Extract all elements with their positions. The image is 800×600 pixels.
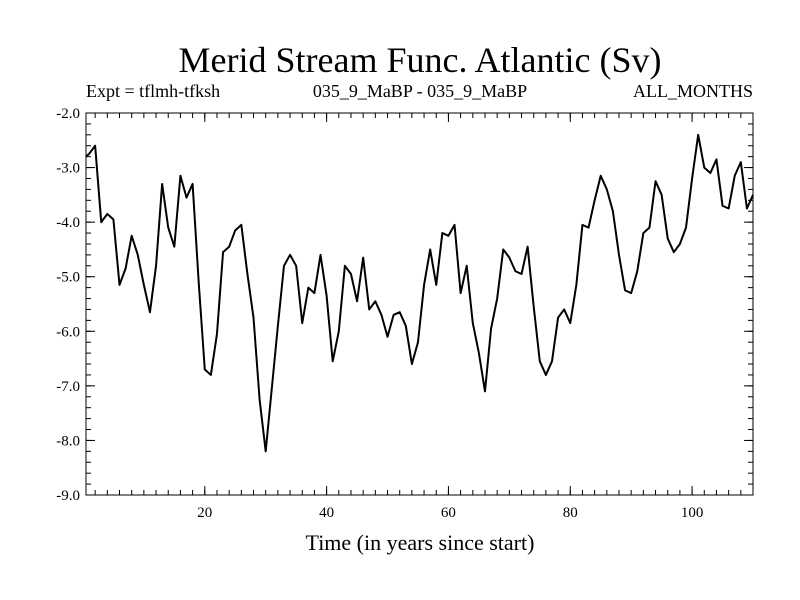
y-tick-label: -6.0 bbox=[56, 324, 80, 340]
y-tick-label: -4.0 bbox=[56, 215, 80, 231]
y-tick-labels: -2.0 -3.0 -4.0 -5.0 -6.0 -7.0 -8.0 -9.0 bbox=[56, 106, 80, 504]
months-label: ALL_MONTHS bbox=[633, 81, 753, 101]
x-tick-label: 20 bbox=[197, 505, 212, 521]
plot-frame bbox=[85, 112, 754, 496]
y-tick-label: -8.0 bbox=[56, 433, 80, 449]
x-tick-label: 100 bbox=[681, 505, 704, 521]
experiment-label: Expt = tflmh-tfksh bbox=[86, 81, 220, 101]
series-line bbox=[85, 133, 754, 453]
x-axis-label: Time (in years since start) bbox=[306, 530, 535, 555]
y-tick-label: -3.0 bbox=[56, 161, 80, 177]
x-tick-label: 60 bbox=[441, 505, 456, 521]
x-tick-label: 40 bbox=[319, 505, 334, 521]
chart-title: Merid Stream Func. Atlantic (Sv) bbox=[179, 40, 662, 80]
y-tick-label: -9.0 bbox=[56, 488, 80, 504]
period-label: 035_9_MaBP - 035_9_MaBP bbox=[313, 81, 527, 101]
axis-ticks bbox=[86, 112, 754, 496]
y-tick-label: -2.0 bbox=[56, 106, 80, 122]
y-tick-label: -5.0 bbox=[56, 270, 80, 286]
x-tick-labels: 20 40 60 80 100 bbox=[197, 505, 703, 521]
y-tick-label: -7.0 bbox=[56, 379, 80, 395]
x-tick-label: 80 bbox=[563, 505, 578, 521]
